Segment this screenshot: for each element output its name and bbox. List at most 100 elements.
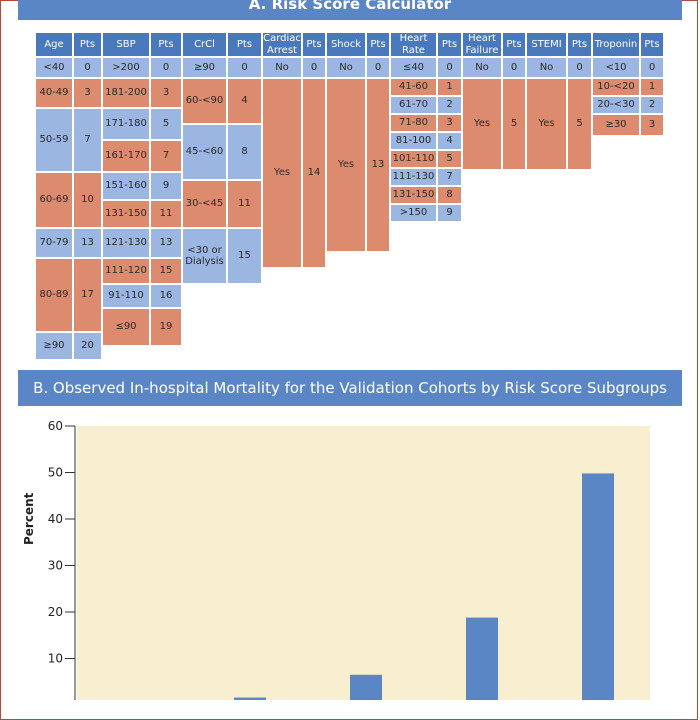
- troponin-row-points: 3: [640, 114, 664, 136]
- shock-row-points: 13: [366, 78, 390, 252]
- crcl-row-points: 8: [227, 124, 262, 180]
- hf-row-points: 0: [502, 57, 526, 78]
- hf-pts-header: Pts: [502, 32, 526, 57]
- age-row-label: 60-69: [35, 172, 73, 228]
- troponin-row-label: 20-<30: [592, 96, 640, 114]
- hr-header: Heart Rate: [390, 32, 437, 57]
- crcl-row-points: 0: [227, 57, 262, 78]
- stemi-row-label: Yes: [526, 78, 567, 170]
- age-row-label: 70-79: [35, 228, 73, 258]
- hr-row-points: 1: [437, 78, 462, 96]
- troponin-row-points: 0: [640, 57, 664, 78]
- stemi-row-label: No: [526, 57, 567, 78]
- arrest-row-points: 14: [302, 78, 326, 268]
- sbp-row-label: 171-180: [102, 108, 150, 140]
- sbp-row-points: 15: [150, 258, 182, 284]
- troponin-row-points: 1: [640, 78, 664, 96]
- crcl-row-points: 11: [227, 180, 262, 228]
- shock-pts-header: Pts: [366, 32, 390, 57]
- stemi-row-points: 5: [567, 78, 592, 170]
- sbp-row-points: 19: [150, 308, 182, 346]
- troponin-row-label: ≥30: [592, 114, 640, 136]
- hr-row-points: 5: [437, 150, 462, 168]
- age-row-label: 50-59: [35, 108, 73, 172]
- hr-row-label: 81-100: [390, 132, 437, 150]
- crcl-pts-header: Pts: [227, 32, 262, 57]
- sbp-row-points: 16: [150, 284, 182, 308]
- age-row-points: 10: [73, 172, 102, 228]
- age-row-points: 3: [73, 78, 102, 108]
- shock-row-points: 0: [366, 57, 390, 78]
- sbp-row-label: 111-120: [102, 258, 150, 284]
- crcl-row-label: 30-<45: [182, 180, 227, 228]
- age-row-points: 7: [73, 108, 102, 172]
- hr-row-points: 0: [437, 57, 462, 78]
- shock-row-label: Yes: [326, 78, 366, 252]
- age-row-label: <40: [35, 57, 73, 78]
- sbp-row-label: 121-130: [102, 228, 150, 258]
- arrest-row-label: No: [262, 57, 302, 78]
- stemi-header: STEMI: [526, 32, 567, 57]
- hr-row-points: 2: [437, 96, 462, 114]
- crcl-row-label: 60-<90: [182, 78, 227, 124]
- crcl-row-points: 4: [227, 78, 262, 124]
- stemi-pts-header: Pts: [567, 32, 592, 57]
- stemi-row-points: 0: [567, 57, 592, 78]
- panel-a-title: A. Risk Score Calculator: [18, 0, 682, 20]
- sbp-row-label: 91-110: [102, 284, 150, 308]
- age-pts-header: Pts: [73, 32, 102, 57]
- hr-row-points: 9: [437, 204, 462, 222]
- sbp-row-label: 131-150: [102, 200, 150, 228]
- arrest-pts-header: Pts: [302, 32, 326, 57]
- arrest-row-label: Yes: [262, 78, 302, 268]
- hr-pts-header: Pts: [437, 32, 462, 57]
- y-axis-label: Percent: [22, 492, 36, 545]
- arrest-row-points: 0: [302, 57, 326, 78]
- sbp-row-label: >200: [102, 57, 150, 78]
- risk-score-calculator: Age Pts <40 0 40-49 3 50-59 7 60-69 10 70-79 13 80-8…: [35, 32, 664, 360]
- shock-row-label: No: [326, 57, 366, 78]
- hr-row-points: 8: [437, 186, 462, 204]
- sbp-header: SBP: [102, 32, 150, 57]
- hr-row-label: 61-70: [390, 96, 437, 114]
- hr-row-points: 7: [437, 168, 462, 186]
- crcl-row-label: 45-<60: [182, 124, 227, 180]
- sbp-row-points: 3: [150, 78, 182, 108]
- troponin-row-points: 2: [640, 96, 664, 114]
- sbp-row-label: ≤90: [102, 308, 150, 346]
- sbp-row-label: 161-170: [102, 140, 150, 172]
- crcl-row-points: 15: [227, 228, 262, 284]
- age-row-points: 0: [73, 57, 102, 78]
- age-row-label: ≥90: [35, 332, 73, 360]
- sbp-pts-header: Pts: [150, 32, 182, 57]
- crcl-row-label: ≥90: [182, 57, 227, 78]
- hr-row-points: 3: [437, 114, 462, 132]
- age-row-points: 13: [73, 228, 102, 258]
- troponin-row-label: <10: [592, 57, 640, 78]
- hr-row-points: 4: [437, 132, 462, 150]
- crcl-row-label: <30 or Dialysis: [182, 228, 227, 284]
- troponin-header: Troponin: [592, 32, 640, 57]
- panel-b-title: B. Observed In-hospital Mortality for th…: [18, 370, 682, 406]
- age-row-points: 17: [73, 258, 102, 332]
- sbp-row-points: 9: [150, 172, 182, 200]
- sbp-row-label: 181-200: [102, 78, 150, 108]
- hf-row-label: Yes: [462, 78, 502, 170]
- troponin-row-label: 10-<20: [592, 78, 640, 96]
- hf-header: Heart Failure: [462, 32, 502, 57]
- hr-row-label: 131-150: [390, 186, 437, 204]
- age-header: Age: [35, 32, 73, 57]
- arrest-header: Cardiac Arrest: [262, 32, 302, 57]
- sbp-row-label: 151-160: [102, 172, 150, 200]
- hf-row-points: 5: [502, 78, 526, 170]
- hr-row-label: 71-80: [390, 114, 437, 132]
- sbp-row-points: 13: [150, 228, 182, 258]
- sbp-row-points: 11: [150, 200, 182, 228]
- sbp-row-points: 7: [150, 140, 182, 172]
- age-row-label: 40-49: [35, 78, 73, 108]
- hf-row-label: No: [462, 57, 502, 78]
- sbp-row-points: 5: [150, 108, 182, 140]
- crcl-header: CrCl: [182, 32, 227, 57]
- age-row-points: 20: [73, 332, 102, 360]
- age-row-label: 80-89: [35, 258, 73, 332]
